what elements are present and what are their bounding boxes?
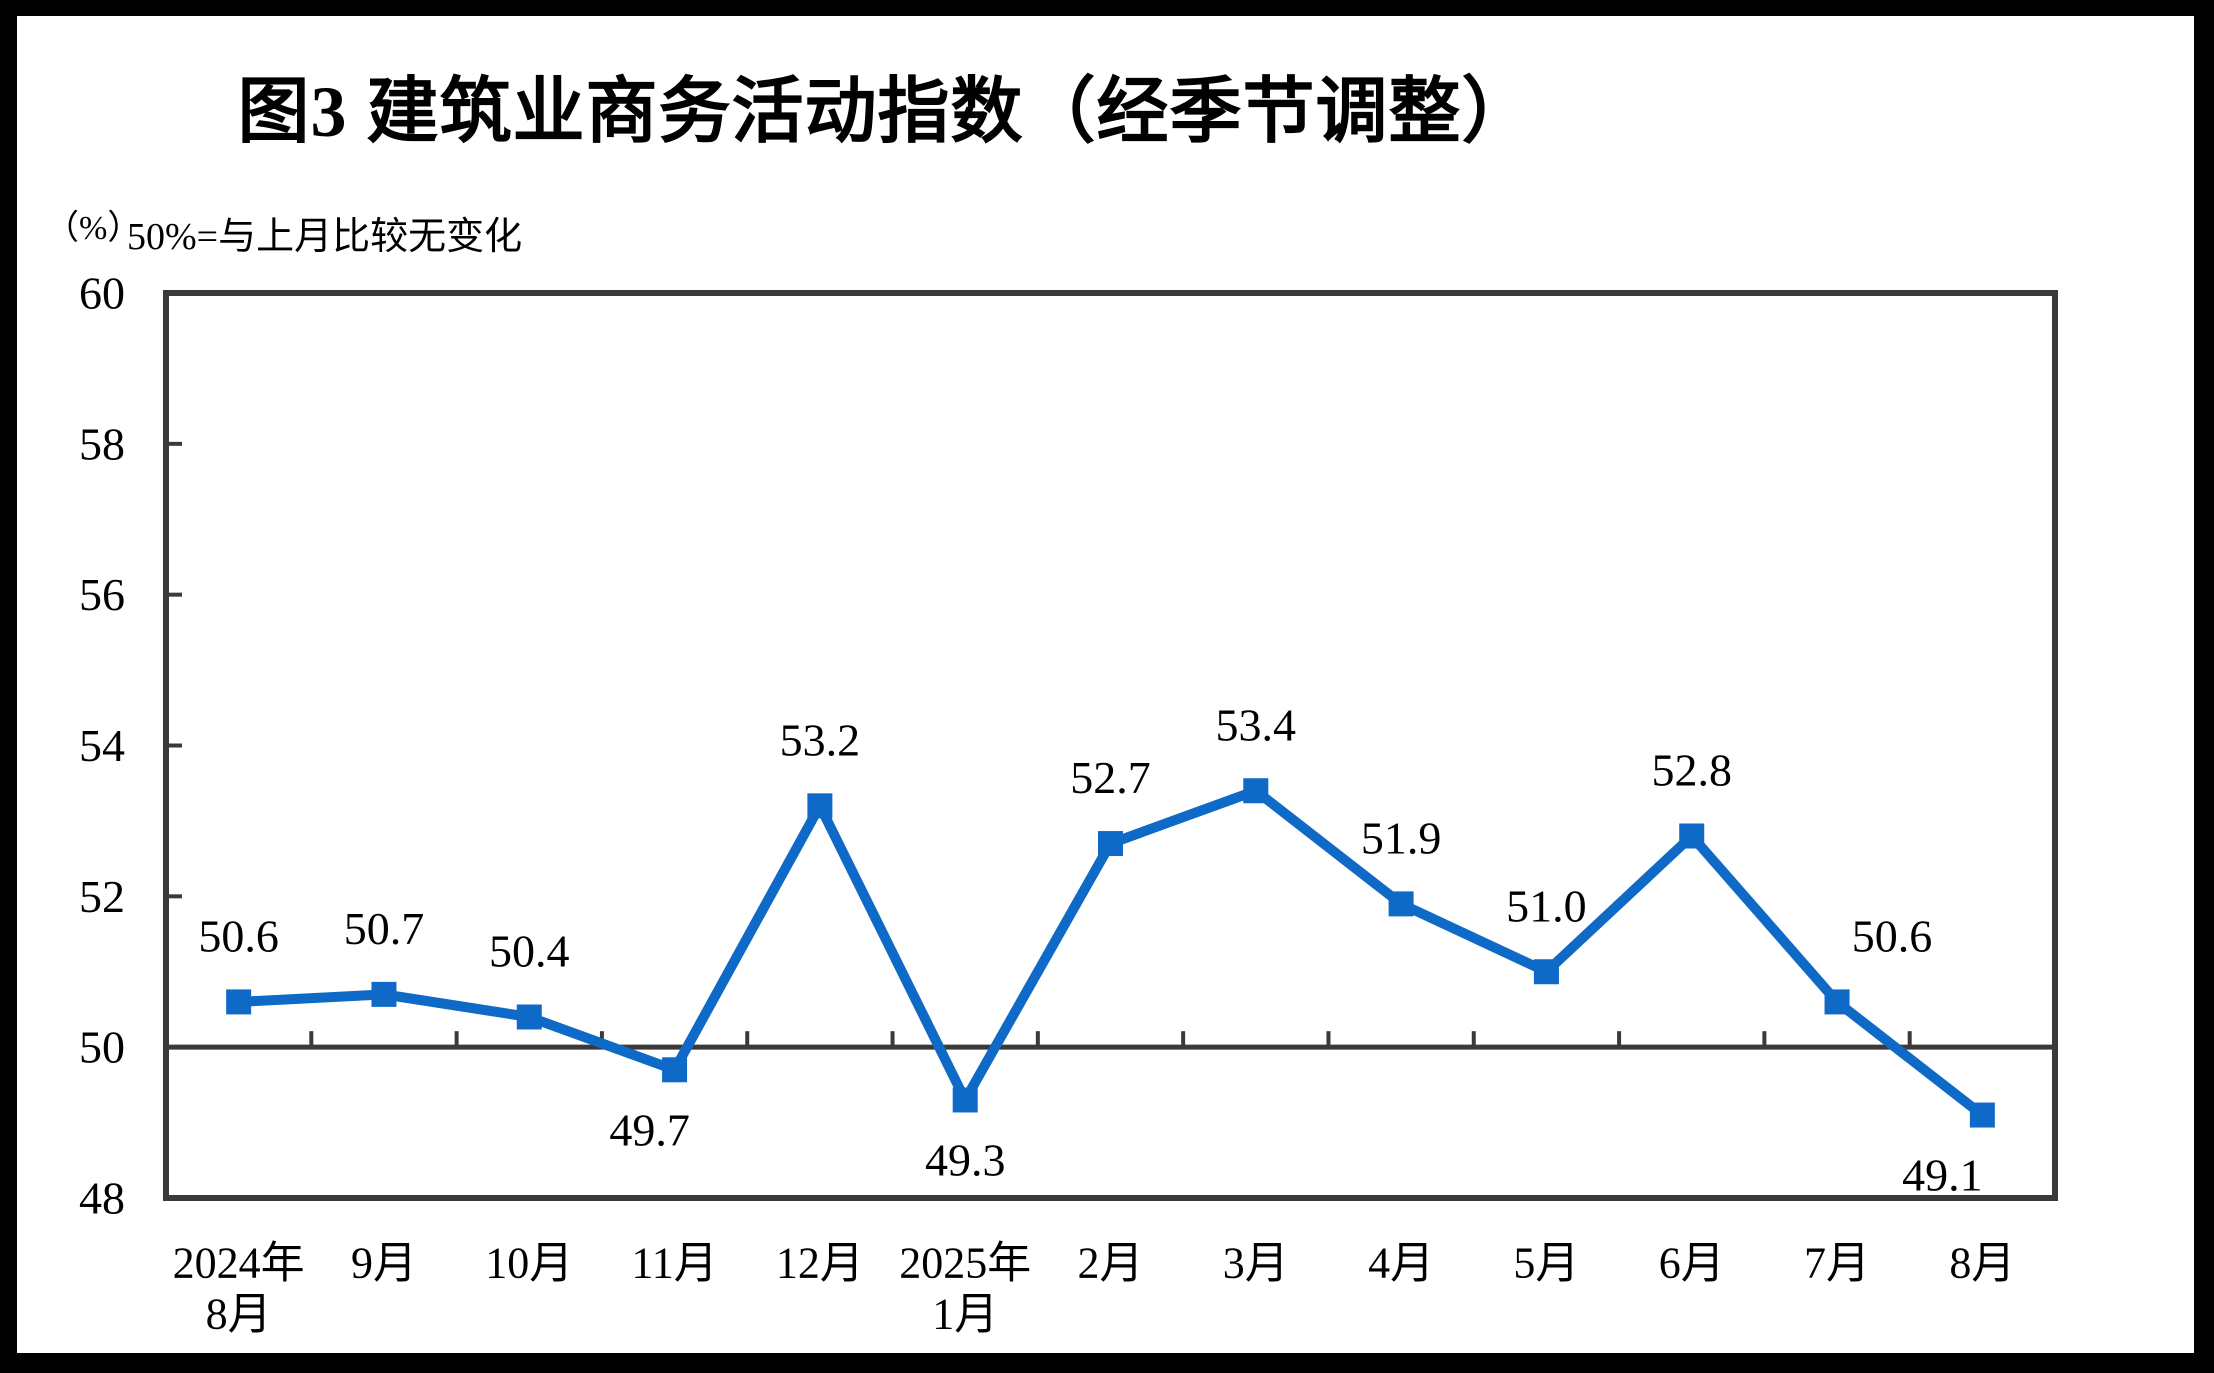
data-point-label: 52.7: [1070, 752, 1151, 803]
x-axis-category-label: 9月: [351, 1239, 417, 1288]
data-point-marker: [1679, 823, 1705, 849]
y-axis-tick-label: 56: [79, 569, 125, 620]
data-point-marker: [226, 989, 252, 1015]
data-point-label: 51.0: [1506, 880, 1587, 931]
data-point-marker: [807, 793, 833, 819]
data-point-label: 50.6: [1852, 910, 1933, 961]
data-point-marker: [1969, 1102, 1995, 1128]
x-axis-category-label: 8月: [206, 1290, 272, 1339]
data-point-label: 49.7: [609, 1104, 690, 1155]
x-axis-category-label: 12月: [776, 1239, 864, 1288]
data-point-label: 50.6: [198, 910, 279, 961]
chart-page: 图3 建筑业商务活动指数（经季节调整） （%） 50%=与上月比较无变化 48 5…: [17, 16, 2194, 1353]
data-point-marker: [662, 1057, 688, 1083]
y-axis-tick-label: 50: [79, 1022, 125, 1073]
y-axis-tick-label: 58: [79, 418, 125, 469]
x-axis-category-label: 10月: [485, 1239, 573, 1288]
x-axis-category-label: 3月: [1223, 1239, 1289, 1288]
data-point-marker: [1098, 831, 1123, 857]
x-axis-category-label: 11月: [631, 1239, 717, 1288]
x-axis-category-label: 1月: [932, 1290, 998, 1339]
data-point-label: 52.8: [1651, 745, 1732, 796]
data-point-label: 51.9: [1361, 812, 1442, 863]
x-axis-category-label: 5月: [1513, 1239, 1579, 1288]
y-axis-unit-label: （%）: [45, 210, 142, 247]
reference-line-note: 50%=与上月比较无变化: [127, 216, 523, 258]
data-point-label: 49.3: [925, 1134, 1006, 1185]
data-point-label: 50.7: [344, 903, 425, 954]
y-axis-tick-label: 54: [79, 720, 125, 771]
data-point-label: 53.4: [1216, 699, 1297, 750]
x-axis-category-label: 6月: [1659, 1239, 1725, 1288]
y-axis-tick-label: 48: [79, 1173, 125, 1224]
data-point-label: 50.4: [489, 926, 570, 977]
data-point-marker: [371, 981, 397, 1007]
data-point-label: 49.1: [1902, 1150, 1983, 1201]
data-point-marker: [1388, 891, 1414, 917]
x-axis-category-label: 7月: [1804, 1239, 1870, 1288]
x-axis-category-label: 2月: [1078, 1239, 1144, 1288]
data-point-marker: [516, 1004, 542, 1030]
x-axis-category-label: 2025年: [899, 1239, 1031, 1288]
data-point-label: 53.2: [780, 714, 861, 765]
y-axis-tick-label: 52: [79, 871, 125, 922]
x-axis-category-label: 2024年: [173, 1239, 305, 1288]
data-point-marker: [952, 1087, 978, 1113]
data-point-marker: [1533, 959, 1559, 985]
chart-title: 图3 建筑业商务活动指数（经季节调整）: [237, 72, 1535, 152]
data-point-marker: [1824, 989, 1850, 1015]
plot-border: [163, 290, 2058, 1201]
data-point-marker: [1243, 778, 1269, 804]
x-axis-category-label: 4月: [1368, 1239, 1434, 1288]
x-axis-category-label: 8月: [1949, 1239, 2015, 1288]
y-axis-tick-label: 60: [79, 268, 125, 319]
